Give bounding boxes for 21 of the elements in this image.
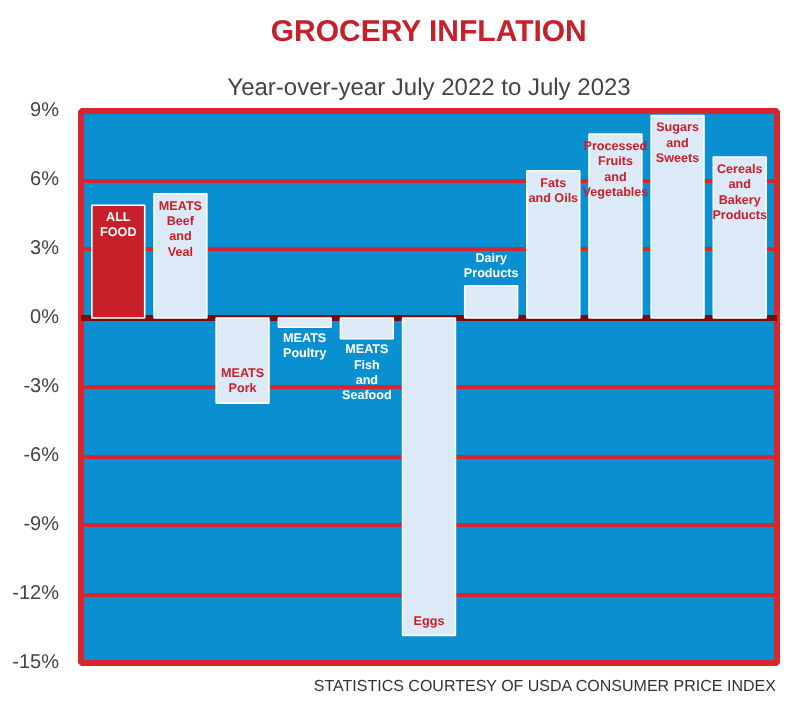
bar <box>650 114 705 319</box>
text: STATISTICS COURTESY OF USDA CONSUMER PRICE INDEX <box>313 677 778 695</box>
bar <box>153 193 208 319</box>
bar <box>401 317 457 637</box>
y-tick-label: 3% <box>30 238 60 260</box>
y-tick-label: -12% <box>12 583 60 605</box>
y-tick-label: 9% <box>30 100 60 122</box>
bar <box>277 317 332 328</box>
y-tick-label: -15% <box>12 652 60 674</box>
bar <box>339 317 395 340</box>
bar <box>526 170 581 319</box>
y-tick-label: -6% <box>23 445 60 467</box>
y-tick-label: -9% <box>23 514 60 536</box>
y-tick-label: 0% <box>30 307 60 329</box>
y-tick-label: -3% <box>23 376 60 398</box>
chart-subtitle: Year-over-year July 2022 to July 2023 <box>227 73 632 101</box>
bar <box>91 204 146 319</box>
bar <box>463 285 519 319</box>
chart-title: GROCERY INFLATION <box>270 15 587 49</box>
bar <box>215 317 270 404</box>
y-tick-label: 6% <box>30 169 60 191</box>
